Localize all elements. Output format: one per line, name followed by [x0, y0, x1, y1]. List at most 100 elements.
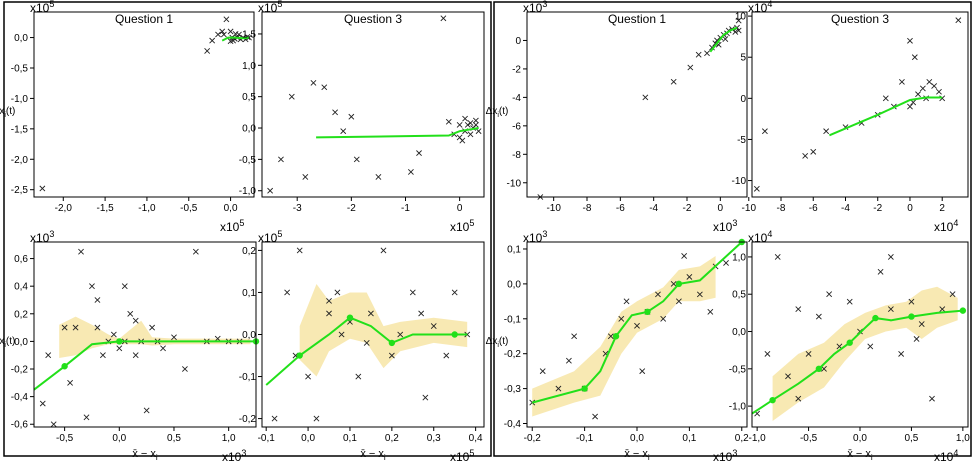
x-tick-label: -2 [873, 203, 882, 214]
data-point [607, 333, 614, 340]
x-tick-label: 0,5 [167, 433, 181, 444]
panel-3: -10 -8 -6 -4 -2 0 -10 -8 -6 -4 -2 0 x103 x103 Question… [486, 0, 748, 234]
x-tick-label: -1 [401, 203, 410, 214]
data-point [94, 324, 101, 331]
data-point [929, 395, 935, 402]
x-tick-label: -8 [777, 203, 786, 214]
data-point [160, 345, 166, 352]
data-point [116, 345, 123, 352]
data-point [898, 78, 905, 85]
y-axis-label: Δxi(t) [0, 336, 15, 349]
data-point [219, 28, 226, 35]
x-multiplier: x104 [934, 218, 958, 234]
fit-line [829, 96, 943, 137]
y-multiplier: x105 [258, 229, 282, 245]
data-point [61, 324, 68, 331]
data-point [443, 352, 450, 359]
data-point [846, 298, 853, 305]
x-axis-label-subscript: i [648, 453, 650, 462]
x-tick-label: -10 [546, 203, 561, 214]
data-point [127, 310, 134, 317]
y-tick-label: 0,6 [14, 254, 28, 265]
y-tick-label: -0,4 [504, 419, 522, 430]
data-point [877, 268, 884, 275]
x-tick-label: -8 [583, 203, 592, 214]
y-tick-label: 0,0 [14, 33, 28, 44]
data-point [192, 248, 199, 255]
x-tick-label: 0 [457, 203, 463, 214]
data-point [214, 335, 221, 342]
data-point [707, 308, 714, 315]
y-axis-label-rest: (t) [6, 336, 15, 347]
panel-title: Question 3 [831, 12, 889, 26]
x-tick-label: -0,1 [258, 433, 276, 444]
x-multiplier: x103 [713, 448, 737, 464]
data-point [407, 168, 414, 175]
data-point [348, 113, 355, 120]
y-tick-label: -0,4 [11, 392, 29, 403]
y-tick-label: 10 [735, 12, 747, 23]
data-point [472, 117, 479, 124]
x-tick-label: 0,0 [853, 433, 867, 444]
plot-frame [33, 241, 257, 428]
x-tick-label: -4 [649, 203, 658, 214]
y-axis-label-rest: (t) [499, 336, 508, 347]
data-point [926, 78, 933, 85]
data-point [94, 297, 101, 303]
data-point [764, 350, 771, 357]
x-tick-label: -4 [841, 203, 850, 214]
x-multiplier-exponent: 3 [732, 218, 737, 228]
data-point [50, 421, 57, 428]
plot-frame [33, 11, 255, 198]
y-tick-label: 0,0 [14, 337, 28, 348]
x-tick-label: 0,4 [469, 433, 483, 444]
data-point [338, 331, 345, 338]
confidence-band [532, 256, 716, 417]
y-axis-label-subscript: i [4, 342, 6, 349]
data-point [887, 306, 894, 313]
data-point [72, 324, 79, 331]
data-point [826, 291, 833, 298]
x-tick-label: 1,0 [222, 433, 236, 444]
y-tick-label: -10 [732, 176, 747, 187]
y-tick-label: -6 [512, 121, 521, 132]
x-tick-label: -6 [616, 203, 625, 214]
fit-marker [612, 333, 620, 340]
y-multiplier-exponent: 3 [49, 229, 54, 239]
data-point [821, 365, 827, 372]
data-point [704, 50, 710, 57]
x-tick-label: 0,5 [904, 433, 918, 444]
data-point [288, 93, 295, 100]
x-tick-label: -0,1 [576, 433, 594, 444]
data-point [353, 156, 360, 163]
data-point [220, 31, 227, 38]
data-point [67, 379, 74, 386]
data-point [913, 336, 920, 342]
y-multiplier-exponent: 4 [767, 0, 772, 9]
x-multiplier: x105 [450, 448, 474, 464]
x-tick-label: -1,0 [749, 433, 767, 444]
fit-marker [959, 307, 967, 314]
data-point [340, 128, 347, 135]
y-tick-label: -0,5 [11, 63, 29, 74]
x-tick-label: 0,1 [682, 433, 696, 444]
panel-title: Question 1 [608, 12, 666, 26]
y-tick-label: -0,6 [11, 420, 29, 431]
data-point [887, 254, 894, 260]
x-multiplier-exponent: 5 [469, 448, 474, 458]
data-point [223, 16, 230, 23]
confidence-band [299, 284, 468, 377]
x-tick-label: 0 [718, 203, 724, 214]
data-point [655, 291, 661, 298]
data-point [310, 79, 317, 86]
fit-marker [815, 365, 823, 373]
data-point [45, 352, 52, 359]
x-axis-label: x̄ − xi [847, 448, 873, 462]
fit-line [709, 26, 738, 53]
x-multiplier: x103 [222, 448, 246, 464]
x-tick-label: -0,5 [180, 203, 198, 214]
data-point [284, 289, 291, 296]
y-tick-label: 0,1 [507, 244, 521, 255]
data-point [39, 400, 46, 407]
data-point [907, 103, 913, 110]
